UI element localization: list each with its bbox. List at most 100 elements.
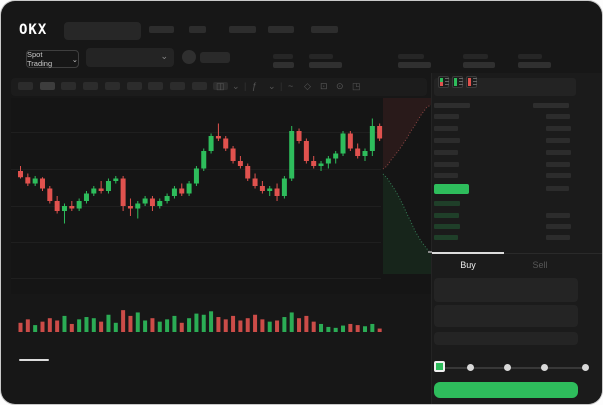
- slider-stop[interactable]: [504, 364, 511, 371]
- tab-sell[interactable]: Sell: [532, 260, 548, 270]
- nav-item[interactable]: [189, 26, 206, 33]
- ask-size-bar: [546, 114, 570, 119]
- ask-size-bar: [546, 162, 570, 167]
- line-tool-icon[interactable]: ~: [288, 81, 294, 91]
- candle-body: [333, 153, 339, 159]
- candle-body: [25, 177, 31, 184]
- volume-bar: [128, 315, 133, 332]
- candle-body: [362, 151, 368, 156]
- ask-price-bar: [434, 150, 458, 155]
- book-asks-icon[interactable]: [466, 76, 477, 88]
- search-input[interactable]: [64, 22, 141, 40]
- candle-style-icon[interactable]: ◫: [216, 81, 225, 91]
- volume-bar: [355, 325, 360, 332]
- volume-bar: [319, 323, 324, 332]
- timeframe-chip[interactable]: [18, 82, 33, 90]
- stat-label: [398, 54, 424, 59]
- camera-icon[interactable]: ⊡: [320, 81, 328, 91]
- settings-icon[interactable]: ⊙: [336, 81, 344, 91]
- candle-body: [113, 178, 119, 181]
- slider-handle[interactable]: [434, 361, 445, 372]
- timeframe-chip[interactable]: [126, 82, 142, 90]
- candle-body: [179, 188, 185, 194]
- candle-body: [127, 206, 133, 209]
- icon-line: [473, 81, 477, 82]
- amount-slider[interactable]: [438, 367, 588, 369]
- volume-bar: [143, 320, 148, 332]
- ask-price-bar: [434, 138, 460, 143]
- volume-bar: [297, 318, 302, 332]
- volume-bar: [282, 317, 287, 332]
- nav-item[interactable]: [311, 26, 338, 33]
- chevron-down-icon[interactable]: ⌄: [268, 81, 276, 91]
- slider-stop[interactable]: [541, 364, 548, 371]
- volume-bar: [47, 318, 52, 332]
- depth-area: [383, 174, 431, 274]
- chevron-down-icon[interactable]: ⌄: [232, 81, 240, 91]
- gridline: [11, 206, 381, 207]
- volume-bar: [377, 328, 382, 332]
- buy-submit-button[interactable]: [434, 382, 578, 398]
- stat-label: [309, 54, 333, 59]
- volume-bar: [253, 314, 258, 332]
- candle-body: [377, 126, 383, 139]
- candle-body: [296, 131, 302, 141]
- candle-body: [311, 161, 317, 166]
- volume-bar: [62, 315, 67, 332]
- icon-line: [445, 81, 449, 82]
- icon-color-bar: [440, 78, 443, 86]
- gridline: [11, 132, 381, 133]
- book-bids-icon[interactable]: [452, 76, 463, 88]
- draw-tool-icon[interactable]: ◇: [304, 81, 311, 91]
- volume-bar: [311, 321, 316, 332]
- candle-body: [201, 151, 207, 169]
- candle-body: [208, 136, 214, 151]
- order-field[interactable]: [434, 305, 578, 327]
- icon-color-bar: [454, 78, 457, 86]
- candle-body: [223, 138, 229, 149]
- timeframe-chip[interactable]: [213, 82, 229, 90]
- nav-item[interactable]: [268, 26, 294, 33]
- candle-body: [281, 178, 287, 196]
- candle-body: [54, 201, 60, 211]
- book-both-icon[interactable]: [438, 76, 449, 88]
- slider-stop[interactable]: [467, 364, 474, 371]
- candle-body: [274, 188, 280, 196]
- order-field[interactable]: [434, 278, 578, 302]
- spot-trading-selector[interactable]: Spot Trading ⌄: [26, 50, 79, 68]
- timeframe-chip[interactable]: [39, 82, 55, 90]
- volume-bar: [231, 315, 236, 332]
- volume-bar: [106, 314, 111, 332]
- trade-tabs: Buy Sell: [432, 252, 602, 275]
- tab-buy[interactable]: Buy: [432, 252, 504, 275]
- candles-layer: [18, 118, 383, 224]
- ask-price-bar: [434, 114, 459, 119]
- candlestick-chart[interactable]: [11, 98, 431, 294]
- volume-bar: [370, 323, 375, 332]
- timeframe-chip[interactable]: [191, 82, 207, 90]
- volume-bar: [172, 315, 177, 332]
- timeframe-chip[interactable]: [83, 82, 99, 90]
- ask-size-bar: [546, 173, 571, 178]
- bid-size-bar: [546, 235, 570, 240]
- indicators-icon[interactable]: ƒ: [252, 81, 258, 91]
- timeframe-chip[interactable]: [148, 82, 164, 90]
- candle-body: [76, 201, 82, 209]
- timeframe-chip[interactable]: [61, 82, 77, 90]
- volume-bar: [179, 322, 184, 332]
- nav-item[interactable]: [229, 26, 256, 33]
- coin-avatar: [182, 50, 196, 64]
- volume-bars: [18, 310, 382, 332]
- header-button[interactable]: [200, 52, 230, 63]
- pair-selector[interactable]: ⌄: [86, 48, 174, 67]
- bid-price-bar: [434, 224, 460, 229]
- volume-bar: [77, 319, 82, 332]
- nav-item[interactable]: [149, 26, 174, 33]
- fullscreen-icon[interactable]: ◳: [352, 81, 361, 91]
- timeframe-chip[interactable]: [169, 82, 185, 90]
- timeframe-chip[interactable]: [104, 82, 120, 90]
- order-field[interactable]: [434, 332, 578, 345]
- slider-stop[interactable]: [582, 364, 589, 371]
- candle-body: [259, 186, 265, 191]
